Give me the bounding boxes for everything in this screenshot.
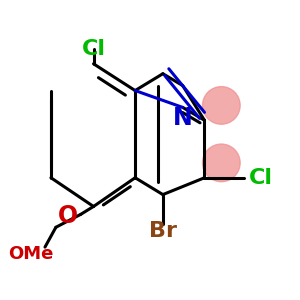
Circle shape [202,87,240,124]
Text: Br: Br [149,221,177,241]
Text: OMe: OMe [8,245,54,263]
Text: N: N [173,106,193,130]
Text: Cl: Cl [249,168,273,188]
Text: O: O [58,204,78,228]
Text: Cl: Cl [82,39,106,59]
Circle shape [202,144,240,182]
